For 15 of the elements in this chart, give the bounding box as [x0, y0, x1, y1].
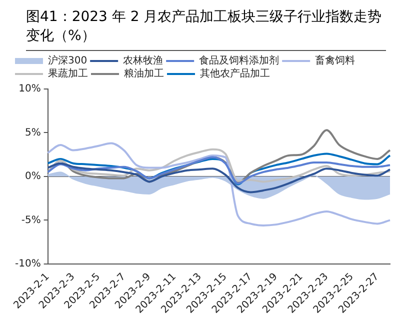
y-tick-label: 10% [18, 84, 41, 95]
y-tick-label: -10% [14, 258, 41, 270]
line-series [46, 162, 391, 194]
y-tick-label: -5% [21, 214, 41, 226]
legend-label: 果蔬加工 [48, 68, 88, 80]
legend-label: 沪深300 [48, 54, 88, 67]
legend-label: 食品及饲料添加剂 [199, 54, 280, 67]
chart-title: 图41：2023 年 2 月农产品加工板块三级子行业指数走势变化（%） [26, 8, 383, 46]
legend-label: 粮油加工 [124, 68, 164, 80]
line-series [46, 142, 391, 226]
legend-label: 畜禽饲料 [315, 54, 356, 67]
y-tick-label: 0% [24, 171, 41, 182]
y-tick-label: 5% [24, 127, 41, 138]
legend-label: 其他农产品加工 [200, 68, 270, 80]
legend-label: 农林牧渔 [123, 54, 164, 67]
